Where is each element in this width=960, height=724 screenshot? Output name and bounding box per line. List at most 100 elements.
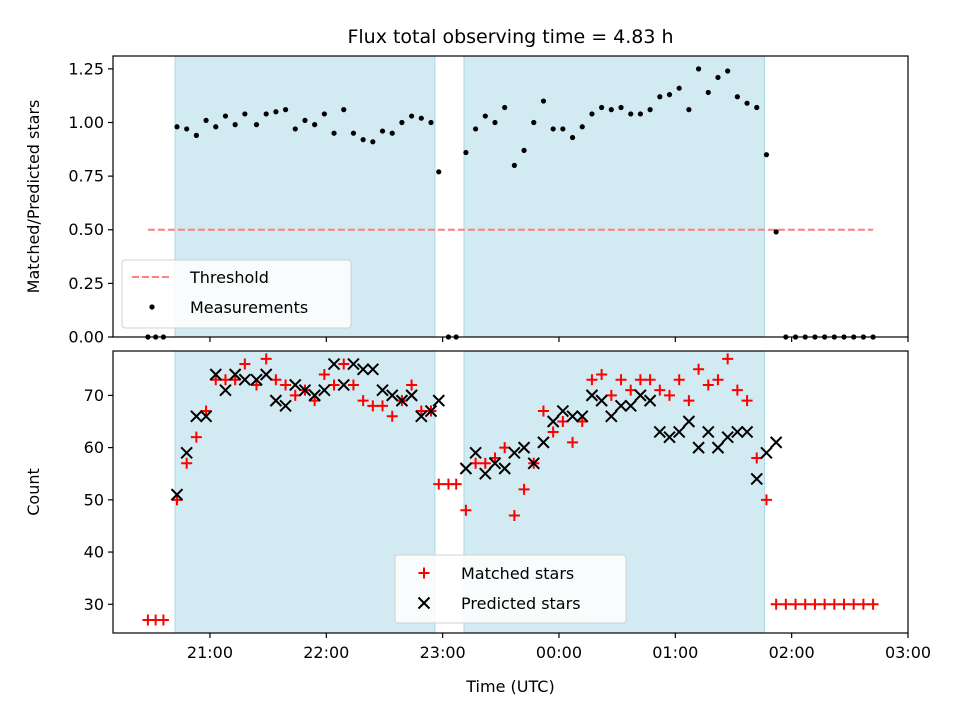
matched-stars-point [210, 374, 222, 386]
matched-stars-point [460, 504, 472, 516]
measurement-point [686, 107, 692, 113]
y-axis-label: Matched/Predicted stars [24, 100, 43, 294]
matched-stars-point [809, 598, 821, 610]
measurement-point [418, 115, 424, 121]
axes-frame [112, 55, 909, 338]
predicted-stars-point [405, 389, 418, 402]
matched-stars-point [722, 353, 734, 365]
measurement-point [193, 132, 199, 138]
measurement-point [521, 147, 527, 153]
matched-stars-point [557, 416, 569, 427]
measurement-point [331, 130, 337, 136]
legend: Matched stars Predicted stars [394, 554, 627, 624]
matched-stars-point [673, 374, 685, 386]
measurement-point [705, 89, 711, 96]
x-tick-label: 00:00 [536, 643, 582, 662]
y-tick-label: 50 [84, 490, 104, 509]
measurement-point [232, 122, 238, 128]
legend-measurements-label: Measurements [190, 298, 308, 317]
matched-stars-point [790, 598, 802, 610]
predicted-stars-point [663, 430, 676, 444]
matched-stars-point [479, 457, 491, 469]
matched-stars-point [848, 598, 860, 610]
matched-stars-point [693, 363, 705, 375]
predicted-stars-point [298, 383, 312, 397]
matched-stars-point [219, 374, 231, 386]
matched-stars-point [157, 614, 169, 626]
matched-stars-point [406, 379, 418, 391]
predicted-stars-point [376, 383, 389, 397]
measurement-point [676, 85, 682, 91]
x-axis-label: Time (UTC) [465, 677, 554, 696]
legend: Threshold Measurements [121, 259, 352, 329]
predicted-stars-point [199, 410, 213, 423]
matched-stars-point [347, 379, 359, 391]
y-tick-label: 30 [84, 595, 104, 614]
measurement-point [492, 119, 498, 126]
matched-stars-point [289, 389, 301, 401]
y-axis-label: Count [24, 468, 43, 516]
measurement-point [754, 104, 760, 111]
predicted-stars-point [546, 415, 560, 428]
x-tick-label: 22:00 [303, 643, 349, 662]
matched-stars-point [547, 426, 559, 438]
y-tick-label: 40 [84, 543, 104, 562]
matched-stars-point [576, 416, 588, 427]
y-tick-label: 0.50 [68, 220, 104, 239]
predicted-stars-point [366, 363, 380, 376]
predicted-stars-point [432, 394, 445, 407]
predicted-stars-point [508, 446, 521, 460]
matched-stars-point [318, 369, 330, 380]
panel-2: 30 40 50 60 70 21:00 22:00 23:00 00:00 01:00 02:00… [24, 350, 931, 696]
predicted-stars-point [424, 404, 438, 418]
matched-stars-point [741, 395, 753, 407]
predicted-stars-point [682, 415, 696, 428]
matched-stars-point [433, 478, 445, 490]
matched-stars-point [751, 452, 763, 464]
matched-stars-point [615, 374, 627, 386]
matched-stars-point [644, 374, 656, 386]
matched-stars-point [357, 395, 369, 407]
y-tick-label: 1.00 [68, 113, 104, 132]
predicted-stars-point [740, 425, 754, 439]
predicted-stars-point [585, 389, 599, 402]
measurement-point [203, 117, 209, 123]
measurement-point [695, 66, 702, 72]
matched-stars-point [260, 353, 272, 365]
matched-stars-point [605, 389, 617, 401]
legend-threshold-label: Threshold [189, 268, 269, 287]
measurement-point [263, 111, 269, 117]
legend-predicted-swatch [417, 596, 431, 610]
predicted-stars-point [750, 472, 763, 486]
predicted-stars-point [721, 430, 734, 444]
matched-stars-point [867, 598, 879, 610]
legend-predicted-label: Predicted stars [461, 594, 581, 613]
predicted-stars-point [469, 446, 482, 460]
predicted-stars-point [190, 410, 203, 423]
y-tick-label: 60 [84, 438, 104, 457]
predicted-stars-point [386, 389, 399, 402]
matched-stars-point [367, 400, 379, 412]
matched-stars-point [838, 598, 850, 610]
measurement-point [321, 111, 327, 117]
matched-stars-point [712, 374, 724, 386]
measurement-point [174, 124, 180, 130]
measurement-point [608, 107, 614, 113]
predicted-stars-point [327, 357, 341, 371]
predicted-stars-point [566, 410, 579, 423]
measurement-point [341, 107, 347, 113]
predicted-stars-point [459, 462, 473, 475]
measurement-point [399, 119, 405, 126]
measurement-point [379, 128, 386, 134]
matched-stars-point [181, 457, 193, 469]
measurement-point [389, 130, 395, 136]
matched-stars-point [567, 436, 579, 448]
matched-stars-point [328, 379, 340, 391]
matched-stars-point [489, 452, 501, 464]
measurement-point [360, 137, 366, 143]
y-tick-label: 0.25 [68, 274, 104, 293]
matched-stars-point [270, 374, 282, 386]
matched-stars-point [239, 358, 251, 370]
predicted-stars-point [250, 373, 263, 386]
measurement-point [436, 169, 442, 175]
